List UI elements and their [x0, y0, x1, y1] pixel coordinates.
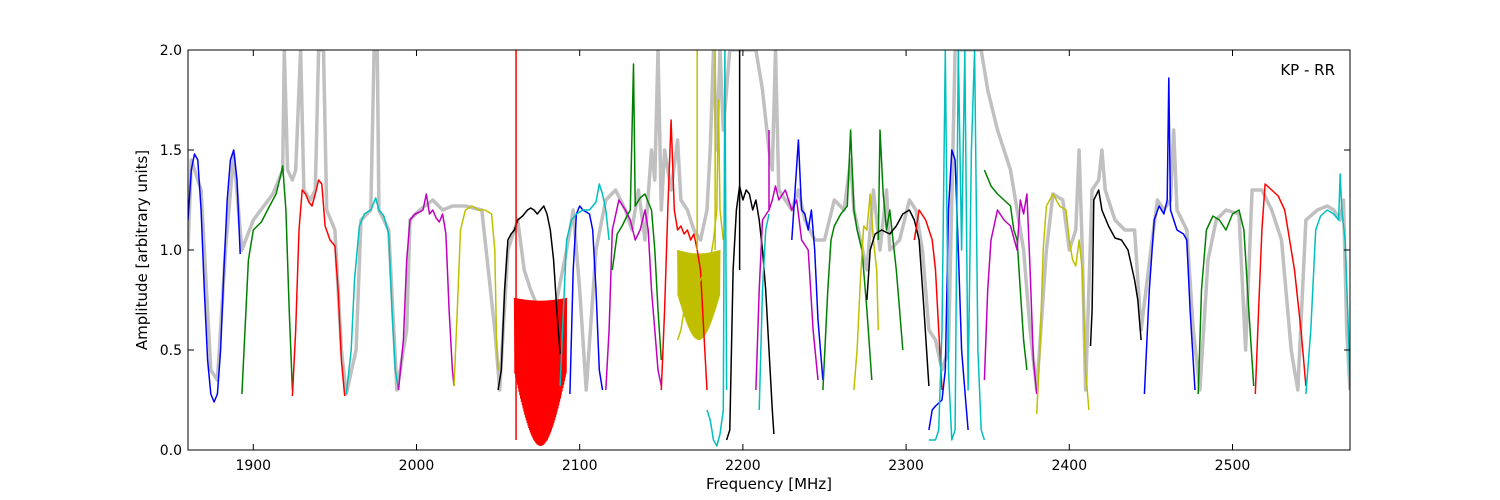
x-tick-label: 1900: [235, 458, 271, 474]
series-line-21: [866, 209, 930, 387]
series-line-19: [853, 193, 880, 391]
series-line-3: [345, 197, 400, 395]
oscillation-region-0: [513, 297, 568, 447]
series-line-8: [559, 183, 610, 387]
x-axis-title: Frequency [MHz]: [706, 475, 832, 493]
series-line-18: [822, 129, 873, 391]
x-axis: 1900 2000 2100 2200 2300 2400 2500: [235, 50, 1250, 474]
series-line-26: [983, 193, 1038, 395]
x-tick-label: 2500: [1215, 458, 1251, 474]
series-line-12: [676, 99, 725, 341]
series-line-17: [791, 139, 824, 381]
series-line-15: [758, 213, 770, 411]
plot-area: [188, 50, 1350, 447]
series-line-23: [928, 149, 969, 431]
oscillation-region-1: [677, 249, 721, 341]
series-line-11: [660, 119, 708, 391]
channel-annotation: KP - RR: [1280, 61, 1335, 79]
series-line-6: [497, 205, 561, 391]
x-tick-label: 2000: [399, 458, 435, 474]
series-line-28: [1089, 189, 1142, 347]
y-tick-label: 1.5: [160, 143, 182, 159]
y-axis-title: Amplitude [arbitrary units]: [133, 150, 151, 350]
series-line-31: [1254, 183, 1307, 395]
series-line-1: [241, 165, 294, 395]
y-tick-label: 1.0: [160, 243, 182, 259]
series-line-2: [291, 179, 346, 397]
series-line-20: [877, 129, 904, 351]
series-line-16: [755, 185, 819, 391]
series-line-9: [605, 199, 663, 391]
series-line-0: [188, 149, 241, 403]
series-line-13: [706, 50, 728, 447]
series-line-27: [1035, 193, 1090, 415]
series-line-14: [725, 185, 775, 441]
y-tick-label: 2.0: [160, 43, 182, 59]
series-line-4: [397, 193, 455, 391]
series-line-24: [928, 50, 986, 441]
x-tick-label: 2100: [562, 458, 598, 474]
x-tick-label: 2400: [1051, 458, 1087, 474]
series-line-7: [569, 205, 604, 395]
plot-frame: [187, 49, 1351, 451]
y-tick-label: 0.0: [160, 443, 182, 459]
y-tick-label: 0.5: [160, 343, 182, 359]
series-line-29: [1143, 77, 1196, 395]
series-line-30: [1197, 209, 1255, 395]
series-line-10: [611, 63, 663, 361]
series-line-5: [453, 205, 499, 387]
series-line-22: [913, 209, 943, 391]
y-axis: 0.0 0.5 1.0 1.5 2.0: [160, 43, 1350, 459]
x-tick-label: 2300: [888, 458, 924, 474]
x-tick-label: 2200: [725, 458, 761, 474]
series-line-32: [1305, 173, 1350, 395]
series-line-25: [983, 169, 1028, 371]
